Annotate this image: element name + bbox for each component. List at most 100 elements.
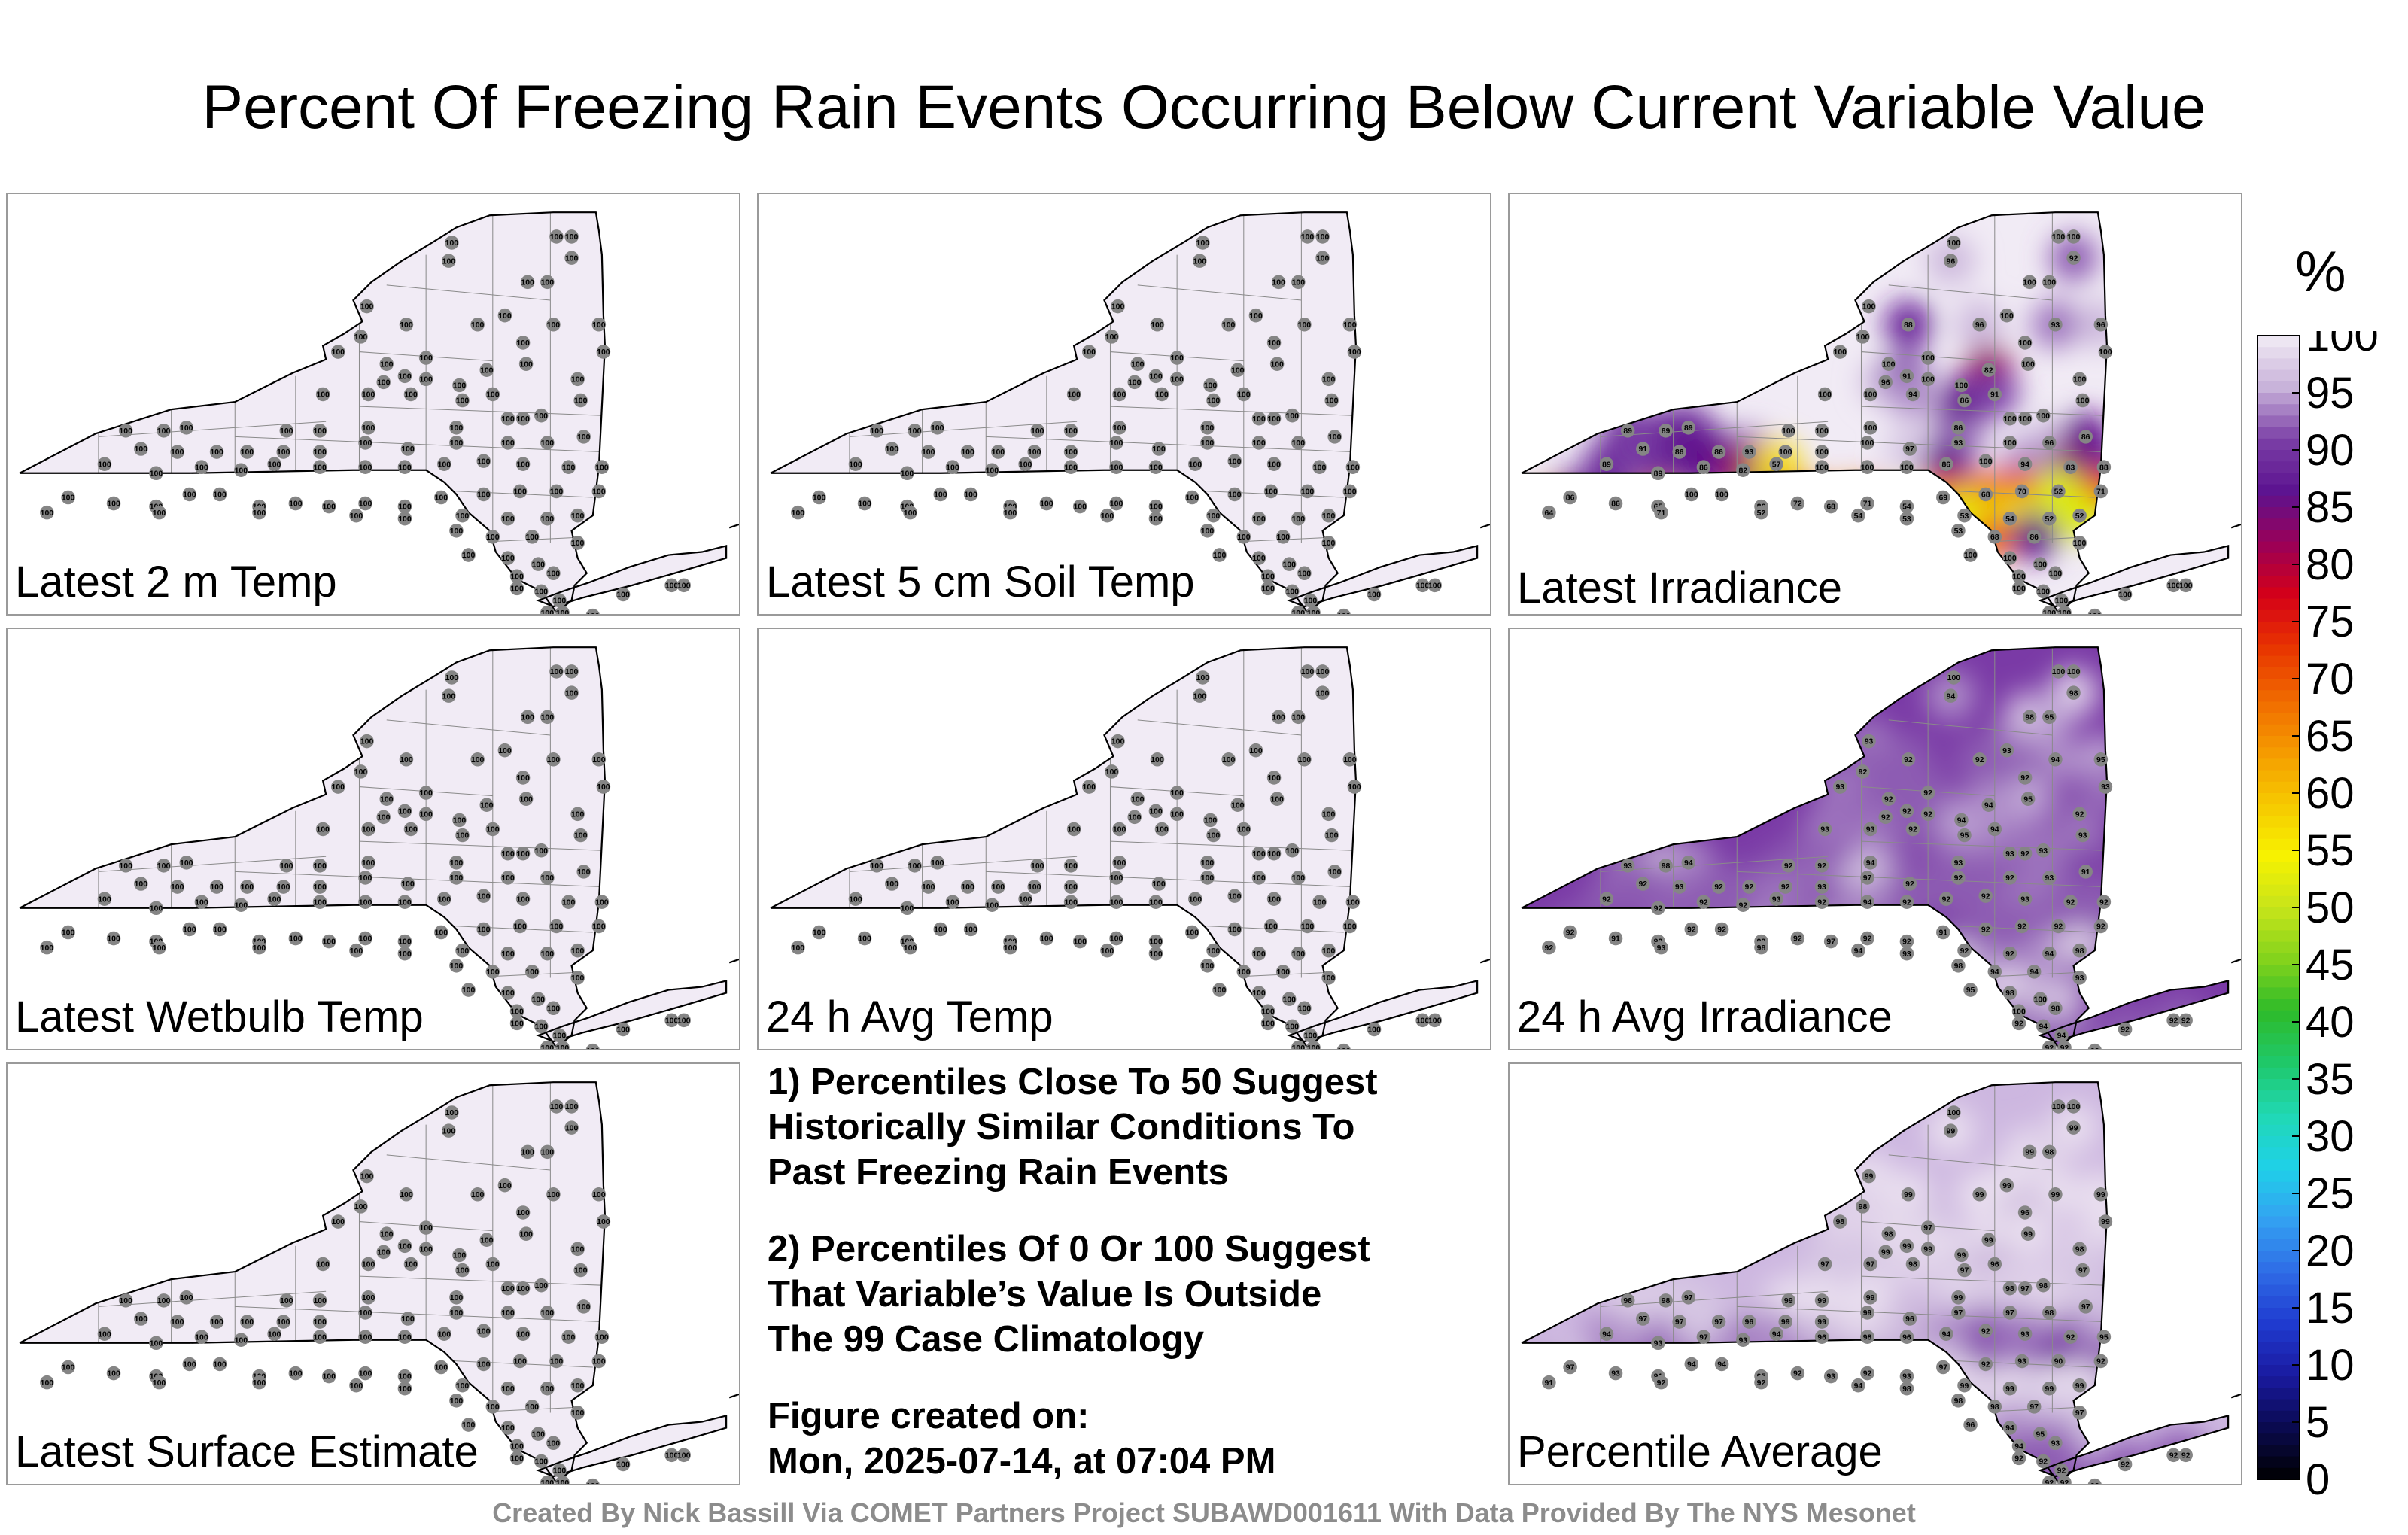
station-value: 100 bbox=[1067, 391, 1081, 400]
station-dot bbox=[1415, 578, 1430, 593]
station-dot bbox=[61, 925, 75, 940]
station-value: 100 bbox=[268, 895, 281, 904]
station-dot bbox=[449, 421, 464, 435]
station-value: 100 bbox=[562, 1333, 576, 1342]
station-value: 99 bbox=[1960, 1382, 1969, 1391]
station-dot bbox=[540, 436, 555, 450]
station-dot bbox=[476, 454, 491, 468]
note-line: Past Freezing Rain Events bbox=[768, 1152, 1229, 1193]
station-dot bbox=[279, 859, 294, 873]
station-marker: 100 bbox=[1954, 378, 1969, 393]
station-marker: 100 bbox=[676, 578, 691, 593]
colorbar-segment bbox=[2258, 873, 2300, 886]
station-marker: 100 bbox=[449, 871, 464, 885]
station-dot bbox=[1920, 372, 1935, 387]
station-dot bbox=[540, 946, 555, 961]
station-dot bbox=[449, 524, 464, 538]
station-dot bbox=[1039, 931, 1054, 946]
station-marker: 100 bbox=[106, 931, 121, 946]
station-value: 100 bbox=[332, 348, 345, 357]
station-dot bbox=[455, 508, 470, 523]
station-dot bbox=[520, 275, 535, 290]
station-marker: 94 bbox=[2054, 1028, 2069, 1043]
station-marker: 100 bbox=[1200, 421, 1215, 435]
station-dot bbox=[1193, 254, 1207, 268]
station-marker: 91 bbox=[1987, 387, 2002, 402]
station-value: 100 bbox=[1261, 1020, 1275, 1029]
station-dot bbox=[212, 922, 227, 937]
station-dot bbox=[2017, 846, 2033, 861]
station-value: 100 bbox=[1019, 895, 1032, 904]
station-marker: 100 bbox=[497, 743, 512, 758]
station-dot bbox=[963, 487, 978, 502]
station-dot bbox=[1236, 530, 1251, 544]
station-marker: 91 bbox=[1899, 369, 1914, 384]
station-value: 94 bbox=[2014, 1442, 2023, 1451]
station-marker: 100 bbox=[1269, 357, 1285, 371]
colorbar-segment bbox=[2258, 552, 2300, 565]
station-marker: 100 bbox=[312, 1315, 327, 1329]
station-value: 100 bbox=[359, 1309, 372, 1318]
station-dot bbox=[445, 670, 459, 685]
station-value: 100 bbox=[616, 591, 630, 600]
station-marker: 100 bbox=[1315, 251, 1330, 265]
station-dot bbox=[1999, 308, 2014, 323]
colorbar-segment bbox=[2258, 655, 2300, 668]
colorbar-tick-label: 40 bbox=[2306, 998, 2355, 1047]
station-marker: 100 bbox=[312, 859, 327, 873]
station-dot bbox=[358, 1306, 372, 1320]
station-marker: 90 bbox=[2051, 1354, 2066, 1369]
station-marker: 100 bbox=[461, 983, 476, 997]
station-dot bbox=[2002, 511, 2017, 526]
station-dot bbox=[312, 460, 327, 474]
station-marker: 100 bbox=[515, 771, 531, 785]
station-dot bbox=[561, 1330, 576, 1344]
station-dot bbox=[546, 1436, 561, 1451]
station-marker: 89 bbox=[1659, 424, 1673, 438]
station-value: 100 bbox=[550, 233, 564, 242]
station-value: 100 bbox=[946, 464, 959, 472]
station-dot bbox=[1684, 922, 1699, 937]
station-value: 100 bbox=[1019, 460, 1032, 469]
station-marker: 100 bbox=[1063, 859, 1078, 873]
station-dot bbox=[360, 1169, 374, 1184]
station-value: 100 bbox=[332, 1218, 345, 1226]
station-dot bbox=[518, 1226, 534, 1241]
note-line: That Variable’s Value Is Outside bbox=[768, 1274, 1322, 1315]
station-dot bbox=[1297, 1001, 1312, 1016]
station-value: 100 bbox=[1864, 424, 1877, 433]
station-value: 100 bbox=[41, 1379, 54, 1388]
station-dot bbox=[134, 1312, 148, 1326]
station-dot bbox=[1063, 424, 1078, 438]
station-dot bbox=[2098, 780, 2113, 794]
station-dot bbox=[497, 743, 512, 758]
station-dot bbox=[1291, 605, 1306, 614]
station-dot bbox=[2017, 411, 2033, 426]
station-dot bbox=[1851, 943, 1865, 958]
station-value: 92 bbox=[1881, 813, 1890, 822]
county-line bbox=[235, 436, 602, 453]
station-marker: 100 bbox=[585, 1478, 600, 1484]
station-dot bbox=[479, 1233, 494, 1248]
station-dot bbox=[885, 442, 899, 456]
station-dot bbox=[1899, 804, 1914, 819]
station-marker: 100 bbox=[585, 608, 600, 614]
station-marker: 100 bbox=[1260, 1004, 1275, 1019]
station-value: 100 bbox=[677, 1017, 691, 1025]
station-dot bbox=[418, 807, 433, 822]
station-value: 100 bbox=[359, 874, 372, 883]
station-value: 100 bbox=[1955, 382, 1969, 391]
station-marker: 98 bbox=[1833, 1214, 1847, 1229]
station-dot bbox=[1651, 1336, 1665, 1351]
station-marker: 100 bbox=[437, 892, 451, 906]
station-value: 100 bbox=[547, 1439, 561, 1448]
station-marker: 100 bbox=[960, 880, 975, 894]
station-dot bbox=[2057, 1040, 2072, 1049]
station-dot bbox=[476, 487, 491, 502]
station-dot bbox=[358, 1366, 372, 1381]
station-marker: 100 bbox=[1345, 460, 1361, 474]
island-outline bbox=[1287, 980, 1479, 1043]
station-dot bbox=[149, 901, 163, 916]
station-dot bbox=[2011, 1016, 2026, 1031]
station-dot bbox=[397, 1330, 412, 1344]
